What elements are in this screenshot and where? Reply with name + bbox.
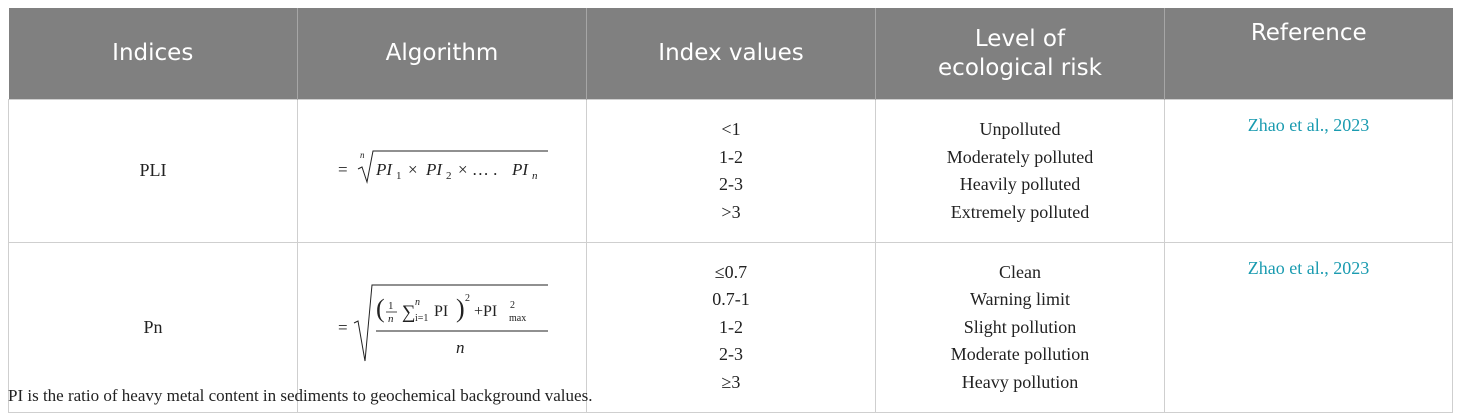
header-index-values: Index values [586, 8, 876, 100]
risk-level: Extremely polluted [950, 201, 1090, 222]
formula-pn-pi: PI [434, 303, 448, 320]
formula-pn-sum: ∑ [402, 302, 416, 323]
formula-pli-term-2: PI [425, 160, 443, 179]
cell-algorithm-pn: = ( 1 n ∑ n i=1 PI ) 2 +PI 2 [297, 242, 587, 413]
formula-pn: = ( 1 n ∑ n i=1 PI ) 2 +PI 2 [338, 284, 548, 362]
formula-pn-sum-sup: n [415, 297, 420, 308]
formula-pli-times-1: × [408, 160, 418, 179]
ecological-risk-table: Indices Algorithm Index values Level of … [8, 8, 1453, 413]
cell-values-pn: ≤0.7 0.7-1 1-2 2-3 ≥3 [586, 242, 876, 413]
formula-pli-sub-1: 1 [396, 170, 402, 182]
index-value: ≥3 [721, 371, 741, 392]
formula-pn-paren-open: ( [376, 294, 385, 323]
risk-level: Heavy pollution [961, 371, 1079, 392]
cell-levels-pn: Clean Warning limit Slight pollution Mod… [875, 242, 1165, 413]
formula-pn-frac-n: n [388, 313, 394, 325]
cell-reference-pli: Zhao et al., 2023 [1164, 99, 1453, 243]
index-value: 1-2 [719, 146, 743, 167]
header-reference: Reference [1164, 8, 1453, 100]
cell-index-pli: PLI [8, 99, 298, 243]
formula-pn-radical [353, 284, 548, 362]
formula-pli-equals: = [338, 160, 348, 179]
risk-level: Clean [999, 261, 1041, 282]
formula-pn-square: 2 [465, 293, 470, 304]
cell-values-pli: <1 1-2 2-3 >3 [586, 99, 876, 243]
reference-link[interactable]: Zhao et al., 2023 [1247, 258, 1370, 278]
formula-pli-root-index: n [360, 150, 365, 160]
index-value: 0.7-1 [712, 289, 750, 310]
index-value: 2-3 [719, 174, 743, 194]
index-value: <1 [721, 119, 741, 139]
formula-pli: = n PI 1 × PI 2 × … . PI n [338, 150, 548, 184]
formula-pli-term-n: PI [511, 160, 529, 179]
formula-pn-denominator: n [456, 338, 465, 357]
header-row: Indices Algorithm Index values Level of … [8, 8, 1453, 100]
formula-pn-frac-1: 1 [388, 300, 394, 312]
formula-pn-max-sub: max [509, 313, 526, 324]
formula-pli-sub-n: n [532, 170, 538, 182]
cell-algorithm-pli: = n PI 1 × PI 2 × … . PI n [297, 99, 587, 243]
table-row-pn: Pn = ( 1 n ∑ n i=1 PI ) [8, 242, 1453, 413]
risk-level: Heavily polluted [959, 174, 1081, 194]
table-row-pli: PLI = n PI 1 × PI 2 × … . PI n [8, 99, 1453, 243]
risk-level: Warning limit [969, 289, 1071, 310]
formula-pli-sub-2: 2 [446, 170, 452, 182]
formula-pli-term-1: PI [375, 160, 393, 179]
header-level-line-2: ecological risk [938, 54, 1102, 81]
header-level-of-ecological-risk: Level of ecological risk [875, 8, 1165, 100]
risk-level: Moderately polluted [946, 146, 1094, 167]
formula-pn-max-sup: 2 [510, 300, 515, 311]
risk-level: Slight pollution [963, 316, 1077, 337]
risk-level: Moderate pollution [950, 344, 1090, 365]
table-footnote: PI is the ratio of heavy metal content i… [8, 386, 593, 405]
cell-reference-pn: Zhao et al., 2023 [1164, 242, 1453, 413]
header-level-line-1: Level of [974, 25, 1066, 52]
formula-pn-sum-sub: i=1 [415, 313, 428, 324]
reference-link[interactable]: Zhao et al., 2023 [1247, 115, 1370, 135]
risk-level: Unpolluted [979, 119, 1061, 139]
cell-levels-pli: Unpolluted Moderately polluted Heavily p… [875, 99, 1165, 243]
index-value: ≤0.7 [714, 261, 748, 282]
formula-pn-paren-close: ) [456, 294, 465, 323]
header-algorithm: Algorithm [297, 8, 587, 100]
formula-pli-times-dots: × … . [458, 160, 497, 179]
index-value: >3 [721, 201, 741, 222]
index-value: 1-2 [719, 316, 743, 337]
index-value: 2-3 [719, 344, 743, 365]
formula-pn-plus-pi: +PI [474, 303, 497, 320]
formula-pn-equals: = [338, 318, 348, 337]
formula-pli-radical [357, 150, 548, 184]
header-indices: Indices [8, 8, 298, 100]
cell-index-pn: Pn [8, 242, 298, 413]
